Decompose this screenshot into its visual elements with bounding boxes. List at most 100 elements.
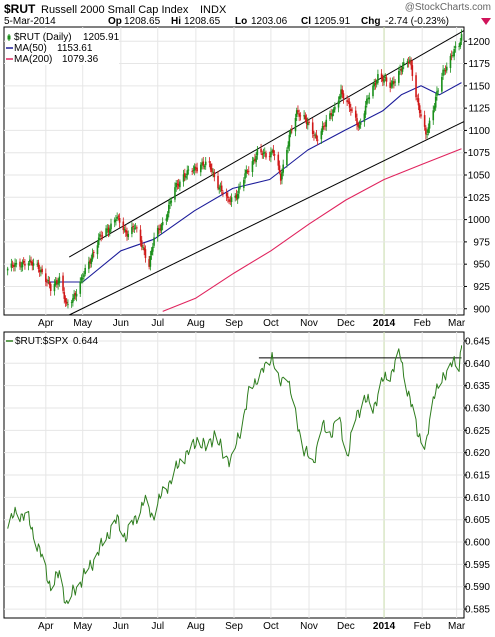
candle-body: [350, 108, 352, 111]
candle-body: [454, 46, 457, 48]
candle-body: [313, 135, 315, 137]
candle-body: [256, 149, 259, 156]
high-label: Hi: [171, 16, 181, 27]
candle-body: [72, 298, 74, 303]
candle-body: [262, 152, 265, 154]
x-tick-label: Nov: [300, 621, 318, 632]
candle-body: [124, 229, 127, 233]
candle-body: [115, 219, 117, 222]
candle-body: [453, 49, 455, 57]
candle-body: [192, 170, 195, 172]
candle-body: [375, 81, 378, 84]
candle-body: [270, 151, 272, 158]
candle-body: [409, 59, 411, 63]
candle-body: [420, 114, 422, 117]
candle-body: [314, 134, 316, 136]
candle-body: [306, 122, 309, 126]
candle-body: [142, 246, 144, 248]
legend-ratio-label: $RUT:$SPX: [15, 336, 69, 347]
candle-body: [427, 127, 430, 133]
candle-body: [299, 115, 302, 117]
candle-body: [36, 263, 39, 265]
candle-body: [291, 129, 293, 131]
x-tick-label: Jun: [113, 621, 129, 632]
candle-body: [452, 55, 454, 56]
candle-body: [80, 277, 83, 281]
legend-ratio-value: 0.644: [73, 336, 98, 347]
candle-body: [201, 162, 203, 165]
candle-body: [341, 89, 344, 95]
candle-body: [400, 68, 403, 71]
price-legend: $RUT (Daily) 1205.91 MA(50) 1153.61 MA(2…: [6, 29, 120, 65]
candle-body: [423, 115, 426, 127]
y-tick-label: 1075: [468, 148, 491, 159]
candle-body: [382, 77, 384, 82]
candle-body: [153, 237, 155, 246]
candle-body: [450, 55, 453, 57]
y-tick-label: 1125: [468, 104, 490, 115]
candle-body: [436, 91, 438, 96]
candle-body: [416, 98, 419, 100]
ratio-y-axis: 0.585 0.590 0.595 0.600 0.605 0.610 0.615 0.620…: [464, 336, 490, 616]
change-value: -2.74 (-0.23%): [385, 16, 449, 27]
candle-body: [199, 164, 202, 173]
candle-body: [418, 105, 421, 114]
legend-ma50-value: 1153.61: [57, 43, 93, 54]
candle-body: [156, 227, 159, 238]
candle-body: [169, 201, 171, 205]
x-tick-label: Jul: [151, 318, 164, 329]
candle-body: [315, 134, 318, 139]
candle-body: [390, 83, 393, 87]
candle-body: [149, 255, 152, 267]
x-tick-label: Sep: [225, 318, 243, 329]
x-tick-label: Dec: [337, 621, 355, 632]
open-value: 1208.65: [124, 16, 161, 27]
candle-body: [372, 85, 374, 97]
candle-body: [428, 120, 431, 129]
candle-body: [176, 183, 179, 185]
candle-body: [21, 262, 24, 268]
candle-body: [358, 125, 361, 128]
x-tick-label: Aug: [187, 621, 205, 632]
y-tick-label: 900: [473, 304, 490, 315]
candle-body: [432, 110, 435, 121]
candle-body: [260, 148, 262, 153]
candle-body: [131, 227, 133, 234]
candle-body: [363, 113, 366, 122]
ma50-line: [45, 82, 462, 283]
y-tick-label: 950: [473, 260, 490, 271]
x-tick-label: Oct: [263, 318, 279, 329]
candle-body: [132, 225, 134, 228]
candle-body: [84, 267, 86, 275]
candle-body: [24, 263, 26, 266]
candle-body: [49, 284, 52, 292]
candle-body: [90, 258, 93, 264]
candle-body: [295, 110, 298, 118]
candle-body: [110, 223, 112, 230]
candle-body: [239, 186, 241, 188]
candle-body: [227, 196, 229, 199]
price-x-axis: Apr May Jun Jul Aug Sep Oct Nov Dec 2014 Feb Mar: [38, 318, 466, 329]
candle-body: [449, 55, 452, 69]
candle-body: [222, 192, 224, 194]
candle-body: [116, 216, 118, 219]
candle-body: [297, 110, 299, 113]
candle-body: [168, 204, 170, 214]
y-tick-label: 1150: [468, 81, 490, 92]
ratio-x-axis: Apr May Jun Jul Aug Sep Oct Nov Dec 2014 Feb Mar: [38, 621, 466, 632]
candle-body: [79, 281, 82, 294]
candle-body: [218, 187, 221, 190]
candle-body: [366, 98, 368, 105]
candle-body: [134, 227, 137, 229]
candle-body: [374, 83, 377, 85]
candle-body: [48, 281, 51, 286]
candle-body: [99, 234, 101, 237]
close-value: 1205.91: [314, 16, 351, 27]
candle-body: [303, 115, 305, 117]
ma200-layer: [162, 148, 462, 312]
x-tick-label: Mar: [448, 318, 466, 329]
candle-body: [100, 235, 102, 237]
y-tick-label: 925: [473, 282, 490, 293]
price-y-axis: 900 925 950 975 1000 1025 1050 1075 1100 1125 1150…: [464, 37, 490, 315]
candle-body: [65, 301, 68, 304]
